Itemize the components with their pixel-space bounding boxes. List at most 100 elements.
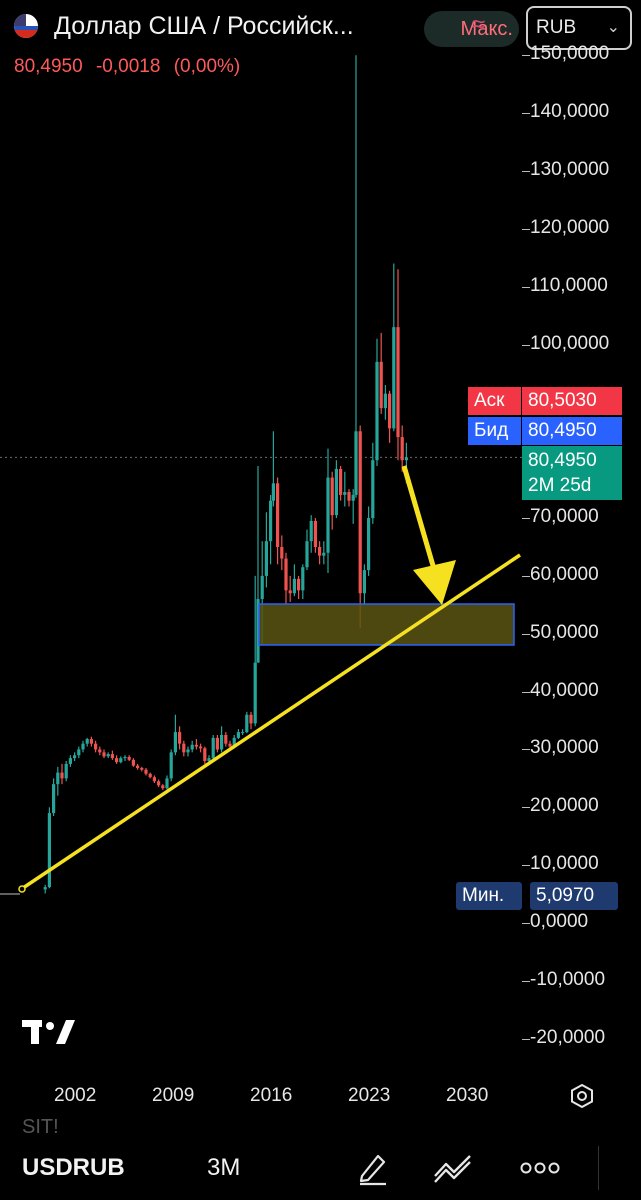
candle-body — [123, 756, 127, 759]
last-price-badge: 80,4950 2M 25d — [522, 446, 622, 500]
candle-body — [157, 781, 161, 786]
candle-body — [358, 431, 362, 594]
candle-body — [136, 765, 140, 768]
last-price: 80,4950 — [14, 56, 83, 77]
candle-body — [284, 558, 288, 591]
candle-body — [152, 777, 156, 782]
ask-value-badge: 80,5030 — [522, 387, 622, 415]
price-change: -0,0018 — [95, 56, 161, 77]
candle-body — [203, 748, 207, 762]
min-value: 5,0970 — [536, 885, 595, 906]
candle-body — [144, 769, 148, 774]
settings-icon[interactable] — [569, 1083, 595, 1109]
candle-body — [140, 767, 144, 770]
y-tick-label: 0,0000 — [530, 911, 589, 932]
candle-body — [215, 737, 219, 750]
candle-body — [77, 749, 81, 756]
candle-body — [173, 732, 177, 753]
x-tick-label: 2009 — [152, 1085, 195, 1106]
drawing-tools-icon[interactable] — [356, 1150, 390, 1186]
y-tick-mark — [522, 633, 530, 635]
y-tick-mark — [522, 113, 530, 115]
y-tick-label: -20,0000 — [530, 1026, 606, 1048]
symbol-button[interactable]: USDRUB — [22, 1154, 125, 1181]
indicators-icon[interactable] — [432, 1152, 476, 1184]
wave-icon: ≈ — [472, 11, 486, 38]
candle-body — [102, 752, 106, 757]
candle-body — [98, 749, 102, 753]
y-tick-mark — [522, 865, 530, 867]
candle-body — [334, 468, 338, 516]
candle-body — [322, 552, 326, 556]
candle-body — [64, 763, 68, 779]
candle-body — [110, 754, 114, 759]
price-change-pct: (0,00%) — [173, 56, 241, 77]
candles — [43, 55, 408, 894]
candle-body — [85, 739, 89, 744]
max-price-badge[interactable]: ≈ Макс. — [424, 11, 519, 47]
candle-body — [288, 590, 292, 594]
candle-body — [232, 737, 236, 747]
candle-body — [169, 752, 173, 779]
candle-body — [94, 743, 98, 750]
down-arrow[interactable] — [401, 465, 456, 605]
candle-body — [127, 756, 131, 760]
chart-header: Доллар США / Российск... 80,4950 -0,0018… — [0, 0, 641, 90]
candle-body — [388, 393, 392, 429]
bid-badge: Бид — [468, 417, 521, 445]
candle-body — [309, 520, 313, 542]
candle-body — [339, 468, 343, 495]
y-tick-mark — [522, 807, 530, 809]
candle-body — [220, 734, 224, 750]
candle-body — [115, 758, 119, 763]
candle-body — [89, 739, 93, 744]
candle-body — [269, 500, 273, 542]
ghost-text: SIT! — [22, 1116, 59, 1138]
y-tick-mark — [522, 518, 530, 520]
y-tick-label: 30,0000 — [530, 737, 599, 759]
x-tick-label: 2023 — [348, 1085, 391, 1106]
y-tick-mark — [522, 286, 530, 288]
candle-body — [326, 477, 330, 553]
candle-body — [297, 578, 301, 591]
interval-button[interactable]: 3M — [207, 1154, 241, 1181]
candle-body — [375, 361, 379, 461]
candle-body — [161, 785, 165, 789]
usd-rub-flag-icon — [14, 14, 38, 38]
candle-body — [73, 755, 77, 759]
currency-select[interactable]: RUB ⌄ — [526, 6, 632, 50]
y-tick-label: 70,0000 — [530, 506, 599, 528]
bid-label: Бид — [474, 420, 509, 441]
candle-body — [280, 546, 284, 559]
candle-body — [56, 772, 60, 785]
y-tick-mark — [522, 923, 530, 924]
min-label: Мин. — [462, 885, 505, 906]
min-label-badge: Мин. — [456, 882, 522, 910]
candle-body — [383, 393, 387, 409]
ask-value: 80,5030 — [528, 390, 597, 411]
candle-body — [228, 743, 232, 747]
currency-value: RUB — [536, 17, 577, 38]
candle-body — [400, 437, 404, 461]
trendline[interactable] — [19, 553, 521, 892]
candle-body — [256, 599, 260, 663]
symbol-title[interactable]: Доллар США / Российск... — [54, 12, 354, 40]
x-tick-label: 2002 — [54, 1085, 97, 1106]
candle-body — [178, 732, 182, 744]
candle-body — [52, 784, 56, 814]
support-zone-rectangle[interactable] — [258, 603, 515, 646]
y-tick-mark — [522, 344, 530, 346]
trendline-anchor[interactable] — [18, 885, 26, 893]
candle-body — [81, 743, 85, 750]
candle-body — [60, 772, 64, 779]
bar-countdown: 2M 25d — [528, 475, 592, 496]
candle-body — [207, 758, 211, 762]
x-tick-label: 2016 — [250, 1085, 293, 1106]
chevron-down-icon: ⌄ — [606, 19, 620, 36]
more-options-icon[interactable] — [520, 1160, 560, 1176]
ask-label: Аск — [474, 390, 505, 411]
candle-body — [186, 749, 190, 753]
y-tick-label: 50,0000 — [530, 621, 599, 643]
candle-body — [362, 570, 366, 594]
